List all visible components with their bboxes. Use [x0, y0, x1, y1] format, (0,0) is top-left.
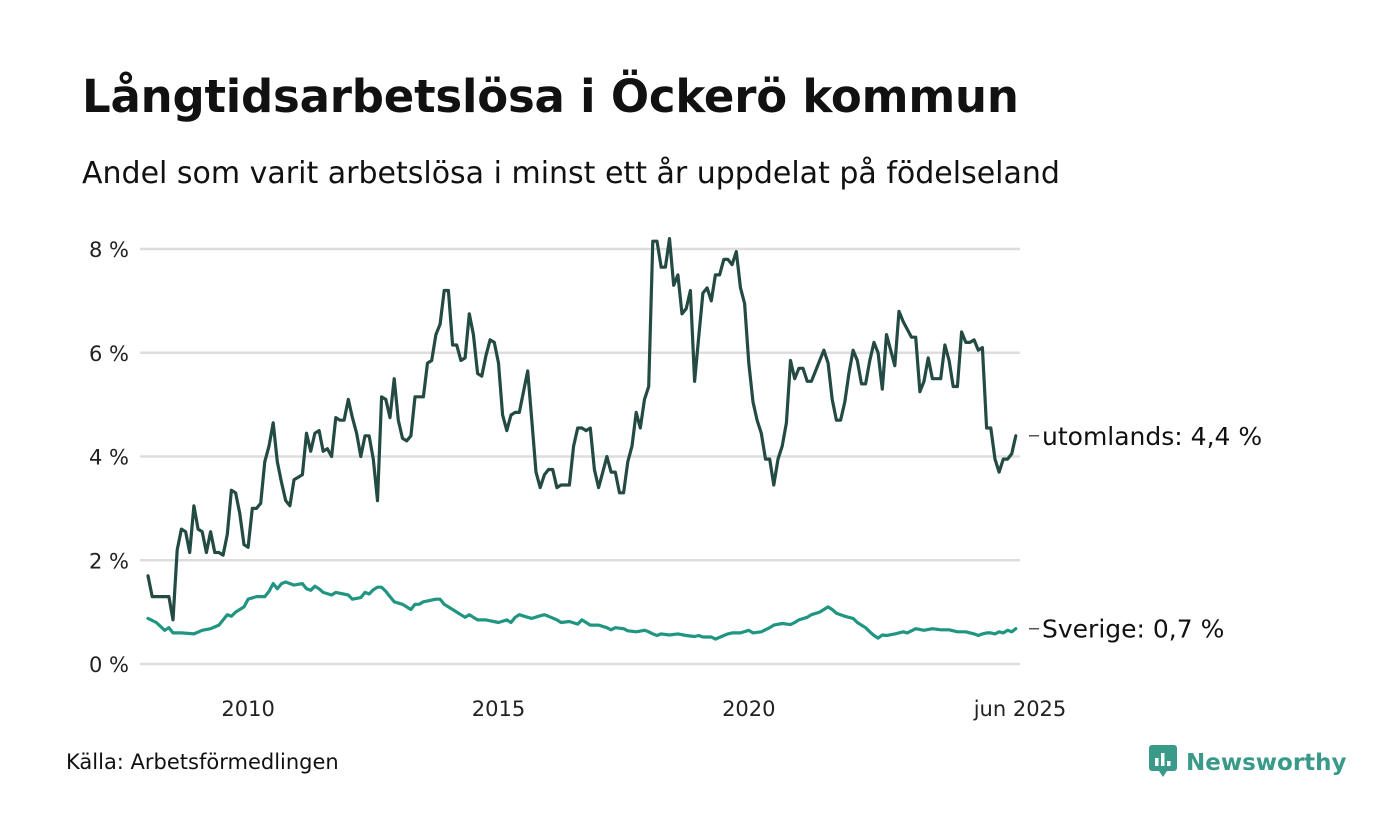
x-tick-label: jun 2025 [973, 697, 1067, 721]
source-note: Källa: Arbetsförmedlingen [66, 750, 339, 774]
y-tick-label: 6 % [89, 342, 129, 366]
line-chart: 0 % 2 % 4 % 6 % 8 % 2010 2015 2020 jun 2025 uto… [89, 237, 1262, 721]
series-end-labels: utomlands: 4,4 % Sverige: 0,7 % [1029, 422, 1262, 644]
y-tick-label: 2 % [89, 549, 129, 573]
newsworthy-logo-icon [1148, 744, 1178, 782]
brand-logo[interactable]: Newsworthy [1148, 744, 1347, 782]
x-axis-ticks: 2010 2015 2020 jun 2025 [221, 697, 1066, 721]
chart-subtitle: Andel som varit arbetslösa i minst ett å… [82, 156, 1060, 191]
gridlines [140, 247, 1020, 666]
series-line-utomlands [146, 237, 1018, 622]
series-line-sverige [146, 580, 1018, 641]
x-tick-label: 2020 [722, 697, 775, 721]
chart-title: Långtidsarbetslösa i Öckerö kommun [82, 70, 1019, 123]
x-tick-label: 2015 [472, 697, 525, 721]
series-lines [146, 237, 1018, 641]
y-tick-label: 8 % [89, 238, 129, 262]
y-tick-label: 0 % [89, 653, 129, 677]
x-tick-label: 2010 [221, 697, 274, 721]
y-axis-ticks: 0 % 2 % 4 % 6 % 8 % [89, 238, 129, 677]
y-tick-label: 4 % [89, 446, 129, 470]
end-label-utomlands: utomlands: 4,4 % [1042, 422, 1262, 451]
brand-name: Newsworthy [1186, 750, 1347, 776]
end-label-sverige: Sverige: 0,7 % [1042, 615, 1224, 644]
